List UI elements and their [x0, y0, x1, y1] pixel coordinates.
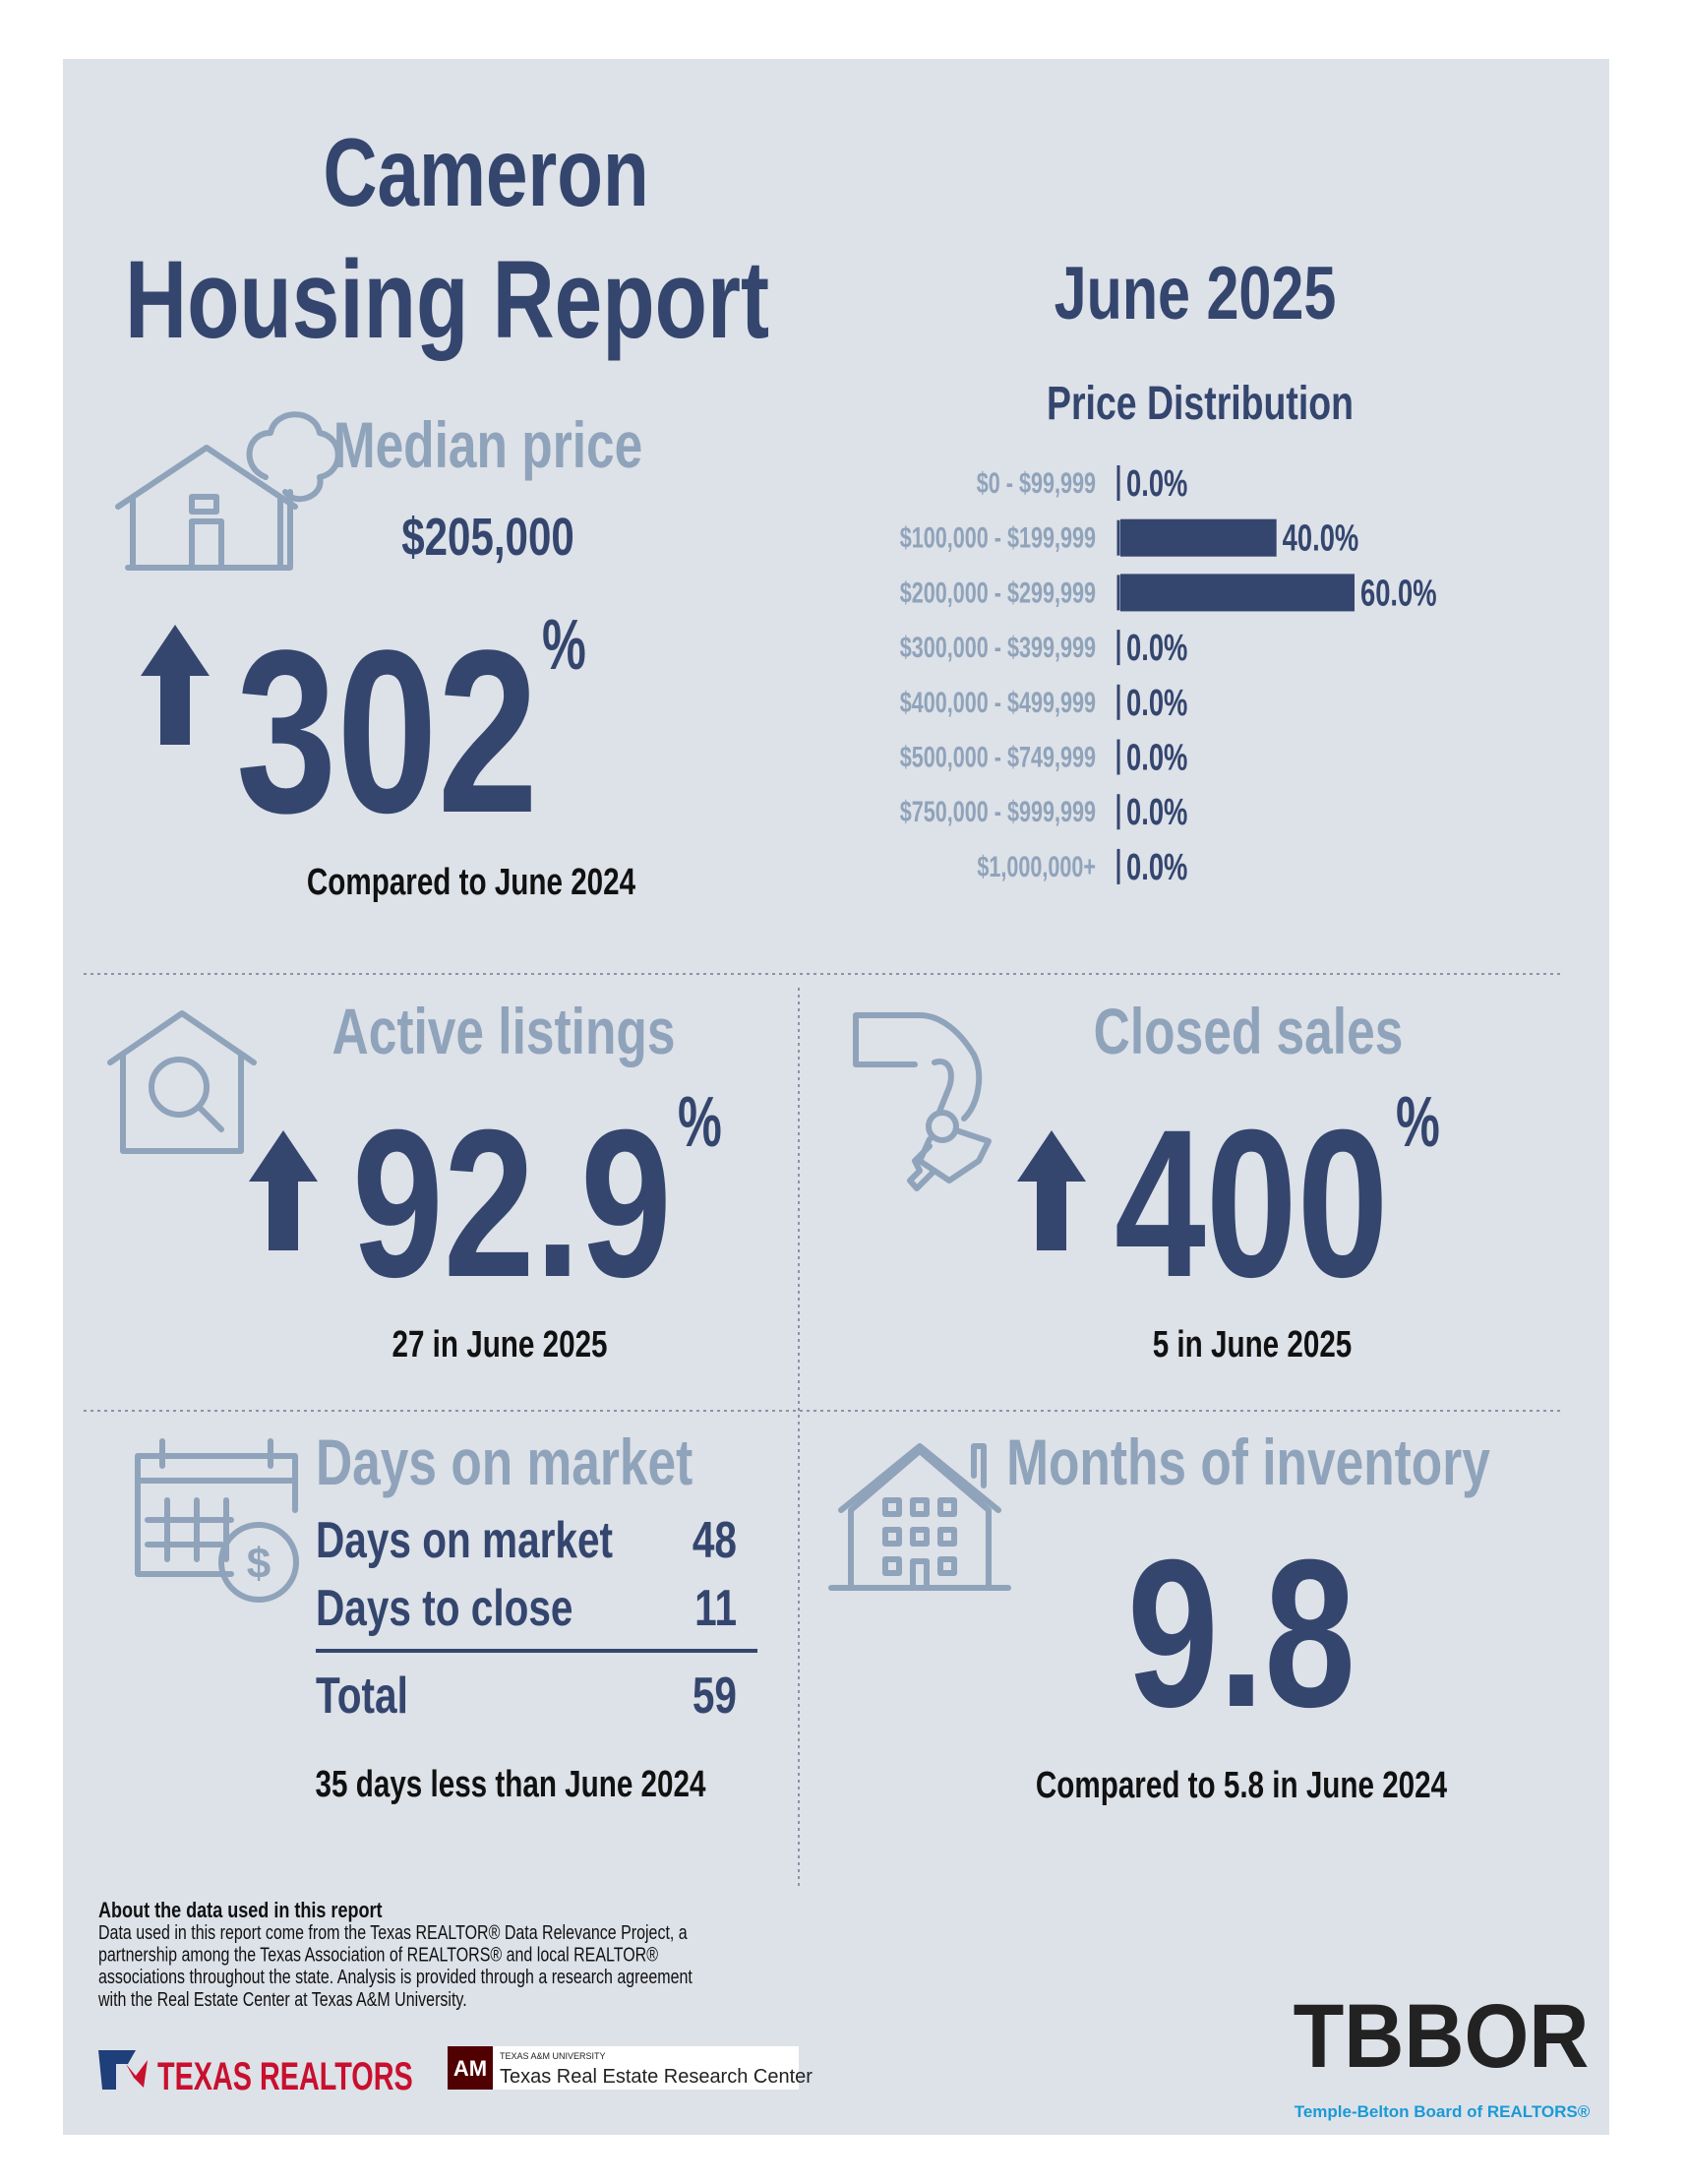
row-value: 59 [693, 1667, 737, 1724]
logo-texas-realtors: TEXAS REALTORS [157, 2054, 413, 2098]
note: 35 days less than June 2024 [316, 1764, 706, 1805]
section-title: Median price [333, 408, 643, 482]
building-icon [828, 1443, 1011, 1591]
note: Compared to June 2024 [307, 862, 635, 903]
row-label: Days on market [316, 1511, 613, 1568]
row-label: Days to close [316, 1579, 572, 1636]
inventory-value: 9.8 [1127, 1515, 1356, 1751]
category-label: $100,000 - $199,999 [900, 520, 1096, 554]
section-title: Active listings [332, 995, 676, 1068]
value-label: 40.0% [1283, 517, 1359, 559]
row-label: Total [316, 1667, 408, 1724]
value-label: 0.0% [1126, 737, 1187, 778]
about-line: associations throughout the state. Analy… [98, 1967, 693, 1988]
logo-tamu-small: TEXAS A&M UNIVERSITY [500, 2051, 606, 2061]
title: Housing Report [125, 239, 769, 362]
texas-realtors-mark [98, 2050, 136, 2090]
tamu-mark-letters: AM [453, 2056, 487, 2081]
house-icon [115, 411, 341, 571]
change-unit: % [1396, 1083, 1440, 1162]
period: June 2025 [1054, 252, 1337, 335]
note: 27 in June 2025 [392, 1324, 607, 1365]
value-label: 0.0% [1126, 792, 1187, 833]
category-label: $300,000 - $399,999 [900, 631, 1096, 664]
search-house-icon [107, 1010, 257, 1154]
about-line: Data used in this report come from the T… [98, 1921, 689, 1943]
card [63, 59, 1609, 2135]
section-title: Closed sales [1094, 995, 1404, 1068]
note: Compared to 5.8 in June 2024 [1036, 1765, 1447, 1806]
arrow-shape [249, 1130, 318, 1250]
city: Cameron [323, 118, 648, 226]
dollar-icon: $ [247, 1540, 271, 1588]
bar [1120, 574, 1355, 612]
texas-realtors-mark [126, 2060, 148, 2088]
about-line: partnership among the Texas Association … [98, 1944, 659, 1966]
arrow-shape [1017, 1130, 1086, 1250]
change-unit: % [542, 606, 586, 685]
row-value: 48 [693, 1511, 737, 1568]
category-label: $0 - $99,999 [977, 465, 1096, 499]
value-label: 60.0% [1360, 573, 1437, 614]
logo-tamu: Texas Real Estate Research Center [500, 2066, 813, 2088]
change-value: 92.9 [352, 1085, 672, 1321]
value-label: 0.0% [1126, 683, 1187, 724]
value-label: 0.0% [1126, 463, 1187, 505]
logo-tbbor-sub: Temple-Belton Board of REALTORS® [1295, 2102, 1591, 2121]
category-label: $1,000,000+ [977, 849, 1096, 882]
category-label: $750,000 - $999,999 [900, 795, 1096, 828]
logo-tbbor: TBBOR [1294, 1985, 1590, 2087]
category-label: $400,000 - $499,999 [900, 685, 1096, 718]
about-title: About the data used in this report [98, 1899, 383, 1922]
about-line: with the Real Estate Center at Texas A&M… [97, 1988, 467, 2010]
value-label: 0.0% [1126, 847, 1187, 888]
change-value: 400 [1115, 1085, 1388, 1321]
arrow-shape [141, 625, 210, 745]
arrow [249, 1130, 318, 1250]
category-label: $200,000 - $299,999 [900, 576, 1096, 609]
change-value: 302 [236, 601, 538, 861]
tamu-box [493, 2046, 799, 2090]
section-title: Months of inventory [1006, 1426, 1490, 1499]
about-text: Data used in this report come from the T… [97, 1921, 693, 2010]
note: 5 in June 2025 [1153, 1324, 1353, 1365]
chart-title: Price Distribution [1047, 378, 1354, 431]
tamu-mark [448, 2046, 493, 2090]
change-unit: % [678, 1083, 722, 1162]
row-value: 11 [694, 1579, 737, 1636]
arrow [141, 625, 210, 745]
section-title: Days on market [316, 1426, 693, 1499]
key-icon [853, 1012, 992, 1191]
price-distribution: $0 - $99,999 0.0% $100,000 - $199,999 40.0%… [900, 463, 1437, 888]
category-label: $500,000 - $749,999 [900, 740, 1096, 773]
value-label: 0.0% [1126, 628, 1187, 669]
median-price: $205,000 [401, 508, 574, 567]
days-table: Days on market 48 Days to close 11 Total 59 [316, 1511, 737, 1724]
bar [1120, 518, 1277, 557]
arrow [1017, 1130, 1086, 1250]
calendar-icon [135, 1438, 299, 1603]
